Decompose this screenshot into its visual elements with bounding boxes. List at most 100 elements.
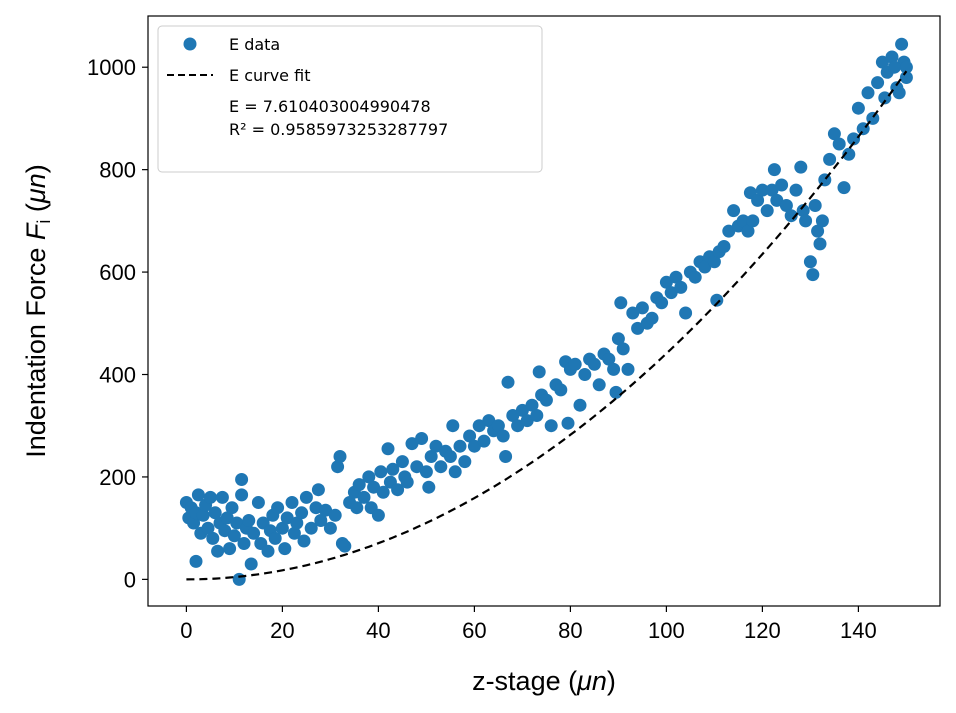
data-point: [496, 429, 510, 443]
data-point: [381, 442, 395, 456]
data-point: [827, 127, 841, 141]
y-tick-label: 800: [99, 158, 136, 183]
data-point: [842, 147, 856, 161]
data-point: [371, 508, 385, 522]
y-axis-label-mid: (: [21, 203, 51, 220]
data-point: [717, 240, 731, 253]
data-point: [223, 542, 237, 556]
data-point: [357, 490, 371, 504]
data-point: [304, 521, 318, 535]
data-point: [875, 55, 889, 69]
data-point: [669, 270, 683, 284]
data-point: [631, 321, 645, 335]
data-point: [892, 86, 906, 100]
data-point: [616, 342, 630, 356]
data-point: [206, 531, 220, 545]
x-tick-label: 120: [744, 618, 781, 643]
data-point: [211, 544, 225, 558]
legend-e-value: E = 7.610403004990478: [229, 97, 431, 116]
data-point: [333, 450, 347, 463]
data-point: [811, 224, 825, 238]
data-point: [400, 475, 414, 489]
data-point: [275, 521, 289, 535]
data-point: [463, 429, 477, 443]
data-point: [295, 506, 309, 520]
data-point: [808, 199, 822, 212]
data-point: [847, 132, 861, 146]
x-tick-label: 140: [840, 618, 877, 643]
data-point: [501, 375, 515, 389]
data-point: [554, 383, 568, 397]
data-point: [232, 572, 246, 586]
data-point: [374, 465, 388, 479]
x-axis-label: z-stage (μn): [472, 666, 616, 696]
y-axis-label-sub: i: [34, 220, 54, 224]
data-point: [587, 357, 601, 371]
data-point: [299, 490, 313, 504]
data-point: [227, 529, 241, 543]
x-tick-label: 80: [558, 618, 582, 643]
data-point: [770, 193, 784, 207]
data-point: [727, 204, 741, 218]
data-point: [453, 439, 467, 453]
data-point: [268, 531, 282, 545]
data-point: [751, 193, 765, 207]
data-point: [499, 450, 513, 463]
legend-r-squared: R² = 0.9585973253287797: [229, 120, 448, 139]
data-point: [314, 514, 328, 527]
data-point: [434, 460, 448, 474]
data-point: [765, 183, 779, 197]
data-point: [885, 50, 899, 64]
data-point: [251, 496, 265, 509]
data-point: [225, 501, 239, 515]
data-point: [331, 460, 345, 474]
data-point: [741, 224, 755, 238]
data-point: [760, 204, 774, 218]
data-point: [779, 199, 793, 212]
x-axis-label-var: μn: [576, 666, 607, 696]
data-point: [405, 437, 419, 451]
data-point: [878, 91, 892, 105]
data-point: [796, 204, 810, 218]
data-point: [278, 542, 292, 556]
data-point: [362, 470, 376, 484]
data-point: [789, 183, 803, 197]
data-point: [328, 508, 342, 522]
y-axis-label-suffix: ): [21, 164, 51, 173]
data-point: [477, 434, 491, 448]
data-point: [511, 419, 525, 433]
data-point: [208, 506, 222, 520]
curve-fit-line: [186, 70, 908, 581]
data-point: [539, 393, 553, 407]
data-point: [419, 465, 433, 479]
x-axis-label-prefix: z-stage (: [472, 666, 577, 696]
legend-label-fit: E curve fit: [229, 66, 310, 85]
data-point: [242, 514, 256, 527]
x-tick-label: 0: [180, 618, 192, 643]
data-point: [621, 362, 635, 376]
data-point: [271, 501, 285, 515]
data-point: [767, 163, 781, 177]
data-point: [230, 516, 244, 530]
data-point: [458, 455, 472, 469]
data-point: [191, 488, 205, 502]
y-axis-ticks: 0 200 400 600 800 1000: [87, 55, 148, 592]
data-point: [247, 526, 261, 540]
y-axis-label-unit: μn: [21, 173, 51, 204]
data-point: [520, 414, 534, 428]
data-layer: [179, 37, 913, 586]
data-point: [415, 432, 429, 445]
data-point: [573, 398, 587, 412]
y-axis-label: Indentation Force Fi (μn): [21, 164, 54, 457]
y-axis-label-var: F: [21, 222, 51, 240]
data-point: [319, 503, 333, 517]
data-point: [813, 237, 827, 251]
y-axis-label-prefix: Indentation Force: [21, 240, 51, 458]
data-point: [803, 255, 817, 269]
data-point: [784, 209, 798, 223]
y-tick-label: 200: [99, 465, 136, 490]
data-point: [775, 178, 789, 192]
data-point: [422, 480, 436, 494]
data-point: [424, 450, 438, 463]
